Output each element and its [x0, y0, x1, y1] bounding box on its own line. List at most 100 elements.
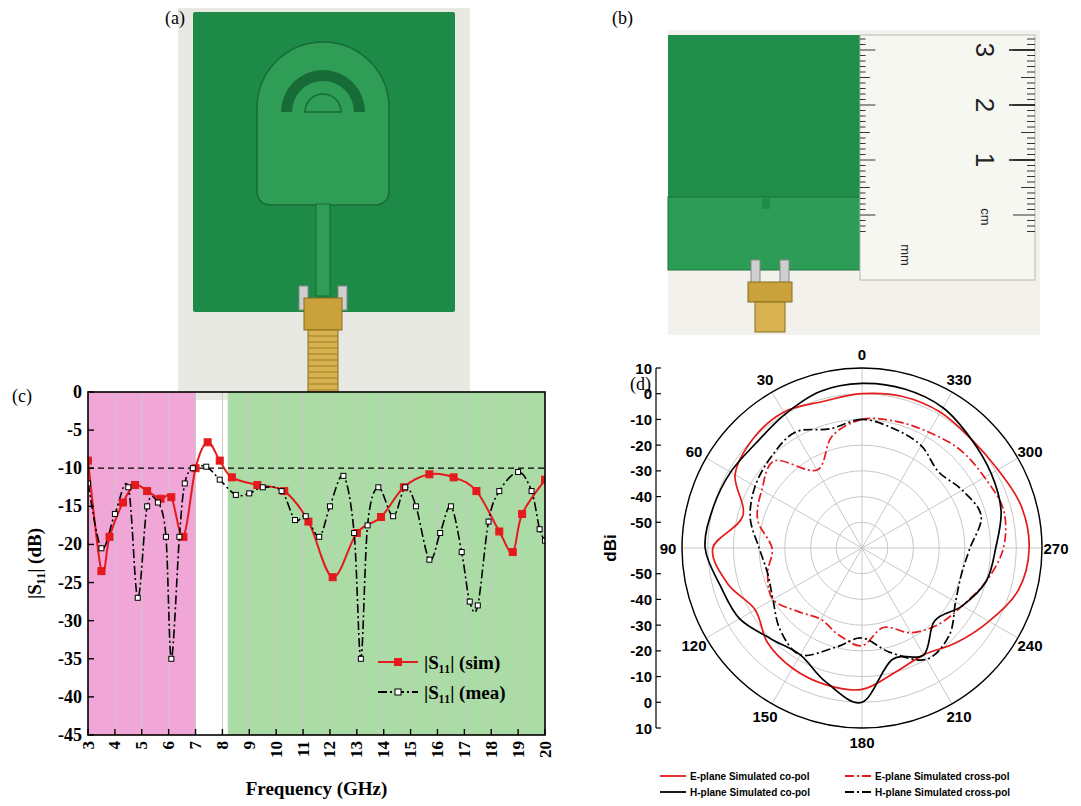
ruler-tick [1027, 138, 1035, 139]
legend-label: |S₁₁| (mea) [424, 682, 506, 704]
tick-label: 5 [132, 741, 151, 750]
marker [467, 599, 472, 604]
grid-spoke [706, 548, 862, 638]
marker [475, 603, 480, 608]
grid-line [329, 392, 330, 735]
grid-spoke [862, 368, 863, 548]
marker [427, 557, 432, 562]
radiating-patch [257, 42, 389, 205]
thread-line [308, 390, 338, 391]
tick-label: 8 [213, 741, 232, 750]
tick [656, 702, 661, 703]
tick [410, 729, 411, 735]
ruler-tick [860, 204, 866, 205]
figure: (a)123cmmm(b)-45-40-35-30-25-20-15-10-50… [0, 0, 1081, 806]
ruler-tick [1027, 176, 1035, 177]
ruler-label: 2 [970, 98, 1000, 112]
ruler-label: 1 [970, 153, 1000, 167]
angle-label: 0 [858, 346, 866, 363]
angle-label: 330 [946, 371, 971, 388]
ruler-tick [860, 88, 866, 89]
marker [426, 471, 433, 478]
ruler-tick [1027, 127, 1035, 128]
ruler-tick [860, 182, 866, 183]
ruler-tick [1027, 193, 1035, 194]
grid-spoke [862, 458, 1018, 548]
axis-title: Frequency (GHz) [246, 778, 388, 800]
marker [448, 504, 453, 509]
grid-line [356, 392, 357, 735]
tick-label: 4 [105, 741, 124, 750]
tick-label: 13 [347, 741, 366, 758]
tick-label: 20 [536, 741, 555, 758]
ruler-tick [1027, 226, 1035, 227]
tick [656, 445, 661, 446]
tick [517, 729, 518, 735]
marker [358, 656, 363, 661]
legend-swatch [660, 775, 686, 777]
legend-swatch [845, 775, 871, 777]
thread-line [308, 384, 338, 385]
legend: E-plane Simulated co-polE-plane Simulate… [660, 771, 1010, 798]
ruler-tick [1027, 99, 1035, 100]
tick [437, 729, 438, 735]
tick [491, 729, 492, 735]
grid-line [249, 392, 250, 735]
angle-label: 120 [681, 637, 706, 654]
ruler-tick [1013, 215, 1035, 216]
grid-line [383, 392, 384, 735]
angle-label: 60 [686, 443, 703, 460]
tick [88, 658, 94, 659]
grid-line [195, 392, 196, 735]
tick [302, 729, 303, 735]
ruler-tick [1027, 61, 1035, 62]
marker [163, 534, 168, 539]
thread-line [308, 378, 338, 379]
tick [141, 729, 142, 735]
angle-label: 300 [1017, 443, 1042, 460]
connector-body [304, 298, 342, 330]
feed-line [316, 204, 330, 296]
marker [329, 574, 336, 581]
angle-label: 270 [1043, 540, 1068, 557]
tick [87, 729, 88, 735]
angle-label: 30 [757, 371, 774, 388]
tick [656, 727, 661, 728]
tick-label: -40 [630, 488, 652, 505]
panel-label: (a) [165, 8, 185, 29]
marker [473, 488, 480, 495]
ruler-tick [1027, 44, 1035, 45]
pattern-curve [705, 383, 1001, 702]
ruler-tick [860, 83, 866, 84]
ruler-tick [860, 66, 866, 67]
grid-line [114, 392, 115, 735]
grid-spoke [772, 548, 862, 704]
ruler-major-tick [1009, 49, 1035, 51]
thread-line [308, 366, 338, 367]
marker [352, 531, 357, 536]
tick-label: 10 [267, 741, 286, 758]
marker [450, 474, 457, 481]
photo-a [178, 8, 470, 400]
tick [88, 582, 94, 583]
tick-label: 15 [401, 741, 420, 758]
ruler-tick [860, 154, 866, 155]
legend-label: E-plane Simulated co-pol [690, 771, 810, 782]
connector-pin [780, 260, 789, 284]
legend-marker [395, 689, 401, 695]
tick [329, 729, 330, 735]
tick [88, 468, 94, 469]
tick-label: 14 [374, 741, 393, 759]
tick [656, 625, 661, 626]
tick [656, 522, 661, 523]
ground-plane [668, 197, 863, 270]
tick-label: 0 [73, 382, 82, 402]
marker [216, 457, 223, 464]
tick-label: 0 [644, 694, 652, 711]
marker [303, 514, 308, 519]
tick [656, 496, 661, 497]
series-line [88, 466, 545, 659]
axis-title: dBi [601, 534, 620, 561]
tick [656, 419, 661, 420]
tick-label: 17 [455, 741, 474, 759]
